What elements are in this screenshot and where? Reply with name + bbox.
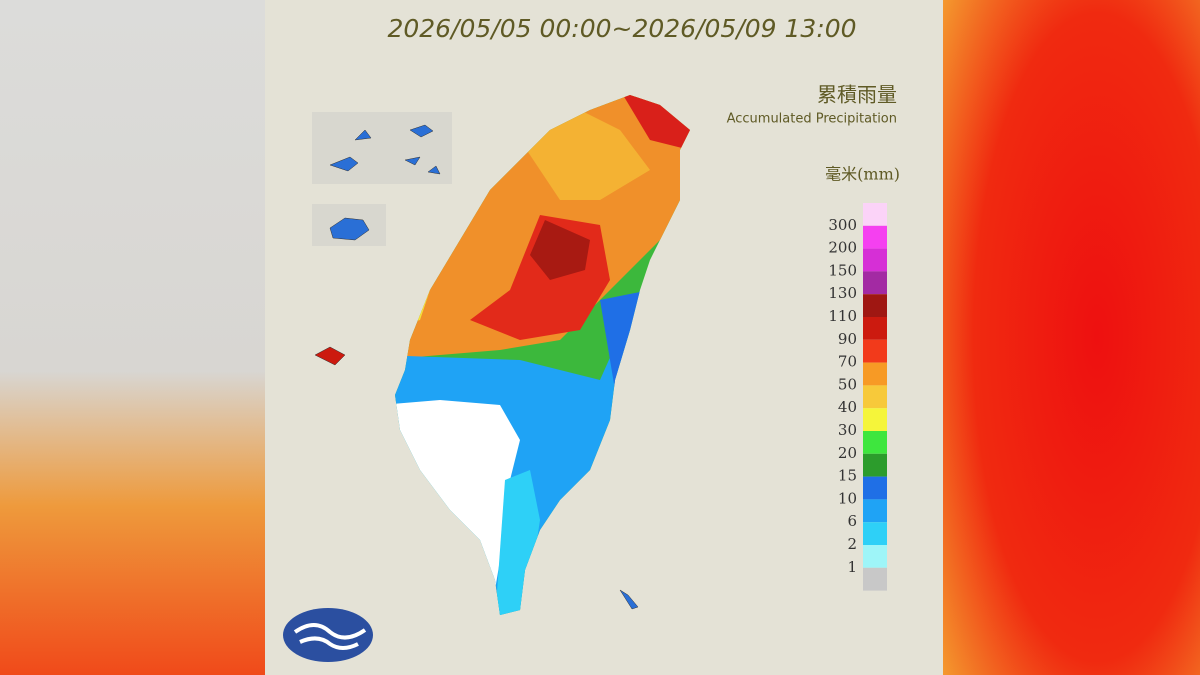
legend-label: 300: [828, 216, 857, 234]
legend-swatch: [863, 362, 887, 386]
legend-label: 200: [828, 239, 857, 257]
legend-swatch: [863, 317, 887, 340]
legend-swatch: [863, 453, 887, 477]
right-blur: [943, 0, 1200, 675]
legend-label: 6: [847, 512, 857, 530]
legend-swatch: [863, 522, 887, 545]
legend-label: 130: [828, 284, 857, 302]
legend-swatch: [863, 499, 887, 523]
legend-swatch: [863, 431, 887, 454]
legend-swatch: [863, 225, 887, 249]
legend-label: 70: [838, 353, 857, 371]
legend-swatch: [863, 339, 887, 363]
legend-swatch: [863, 545, 887, 568]
legend-label: 15: [838, 467, 857, 485]
legend-label: 40: [838, 398, 857, 416]
legend-label: 50: [838, 375, 857, 393]
legend-label: 2: [847, 535, 857, 553]
legend-swatch: [863, 408, 887, 431]
unit-label: 毫米(mm): [825, 165, 900, 184]
legend-swatch: [863, 271, 887, 295]
legend-label: 20: [838, 444, 857, 462]
islands: [312, 112, 639, 610]
legend-swatch: [863, 476, 887, 500]
legend-label: 10: [838, 489, 857, 507]
legend-swatch: [863, 385, 887, 409]
legend-swatch: [863, 203, 887, 226]
period-title: 2026/05/05 00:00~2026/05/09 13:00: [387, 14, 856, 43]
legend-swatch: [863, 567, 887, 591]
legend-label: 150: [828, 261, 857, 279]
title-en: Accumulated Precipitation: [727, 112, 897, 127]
agency-logo: [283, 608, 373, 662]
legend-swatch: [863, 248, 887, 272]
title-zh: 累積雨量: [817, 83, 897, 107]
legend-label: 110: [828, 307, 857, 325]
left-blur: [0, 0, 265, 675]
legend-label: 90: [838, 330, 857, 348]
legend-label: 1: [847, 558, 857, 576]
legend: 300 200 150 130 110 90 70 50 40 30 20 15 10 6 2 1: [828, 203, 887, 591]
legend-swatch: [863, 294, 887, 317]
legend-label: 30: [838, 421, 857, 439]
